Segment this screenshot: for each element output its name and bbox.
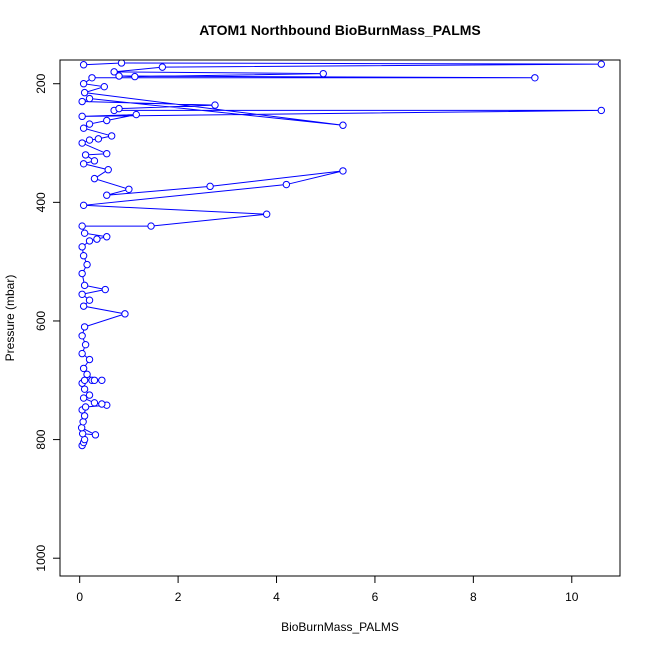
data-point — [117, 60, 126, 67]
data-layer — [77, 60, 605, 450]
chart-title: ATOM1 Northbound BioBurnMass_PALMS — [199, 22, 481, 38]
data-point — [85, 391, 94, 399]
data-point — [98, 400, 106, 408]
data-point — [131, 72, 139, 81]
y-tick-label: 200 — [34, 73, 48, 93]
data-point — [79, 124, 88, 132]
data-point — [79, 80, 88, 88]
data-point — [85, 136, 94, 144]
data-point — [79, 364, 88, 373]
data-point — [103, 191, 111, 199]
x-tick-label: 10 — [565, 590, 579, 604]
data-point — [78, 269, 86, 278]
x-axis: 0 2 4 6 8 10 — [76, 575, 579, 604]
data-point — [85, 120, 94, 128]
data-point — [103, 116, 111, 125]
data-point — [121, 310, 129, 318]
data-point — [110, 68, 118, 76]
data-point — [597, 60, 605, 68]
data-point — [80, 435, 89, 444]
x-axis-label: BioBurnMass_PALMS — [281, 620, 399, 634]
data-point — [79, 394, 88, 402]
data-point — [85, 94, 94, 103]
y-tick-label: 400 — [34, 192, 48, 212]
data-point — [597, 106, 605, 115]
data-point — [262, 210, 271, 218]
data-point — [90, 174, 99, 183]
data-point — [103, 233, 111, 241]
data-point — [90, 399, 99, 407]
data-point — [80, 323, 89, 331]
data-point — [78, 222, 86, 230]
x-tick-label: 8 — [470, 590, 477, 604]
y-tick-label: 1000 — [34, 545, 48, 572]
x-tick-label: 4 — [273, 590, 280, 604]
data-point — [79, 61, 88, 69]
data-point — [339, 121, 347, 129]
data-point — [206, 182, 214, 191]
data-point — [80, 229, 89, 237]
data-point — [79, 302, 88, 310]
data-point — [339, 167, 347, 175]
data-point — [158, 63, 167, 71]
data-point — [90, 157, 99, 165]
data-point — [115, 72, 123, 80]
data-point — [78, 332, 86, 340]
data-point — [79, 252, 88, 260]
data-point — [81, 403, 90, 411]
data-point — [83, 370, 91, 379]
data-point — [81, 340, 90, 349]
data-point — [282, 180, 291, 189]
data-point — [103, 150, 111, 158]
y-axis: 200 400 600 800 1000 — [34, 73, 61, 572]
data-point — [115, 104, 123, 113]
data-point — [85, 355, 94, 364]
data-point — [125, 185, 133, 194]
data-point — [78, 112, 86, 121]
x-tick-label: 0 — [76, 590, 83, 604]
data-point — [319, 69, 327, 78]
data-point — [531, 74, 539, 82]
data-point — [91, 431, 100, 439]
data-point — [88, 74, 96, 82]
data-point — [107, 132, 116, 140]
x-tick-label: 6 — [372, 590, 379, 604]
data-point — [79, 201, 88, 210]
data-point — [78, 97, 86, 106]
data-point — [78, 139, 86, 147]
data-point — [98, 376, 106, 384]
data-point — [93, 235, 101, 243]
data-point — [132, 110, 140, 119]
data-point — [78, 349, 86, 358]
data-point — [79, 418, 87, 426]
data-point — [78, 243, 86, 251]
y-tick-label: 800 — [34, 429, 48, 449]
data-point — [101, 285, 109, 294]
data-point — [78, 429, 87, 438]
data-point — [79, 160, 88, 168]
data-point — [81, 151, 90, 159]
data-point — [211, 101, 219, 109]
y-axis-label: Pressure (mbar) — [3, 275, 17, 362]
y-tick-label: 600 — [34, 311, 48, 331]
data-point — [94, 135, 103, 143]
data-point — [78, 290, 86, 298]
x-tick-label: 2 — [175, 590, 182, 604]
data-point — [100, 82, 108, 91]
data-point — [80, 281, 89, 290]
data-point — [83, 260, 91, 269]
data-point — [85, 296, 94, 304]
data-point — [147, 222, 155, 230]
data-point — [85, 237, 94, 245]
data-point — [80, 88, 89, 97]
data-point — [104, 166, 112, 174]
data-point — [80, 376, 89, 384]
data-point — [90, 376, 99, 384]
data-point — [77, 424, 86, 432]
